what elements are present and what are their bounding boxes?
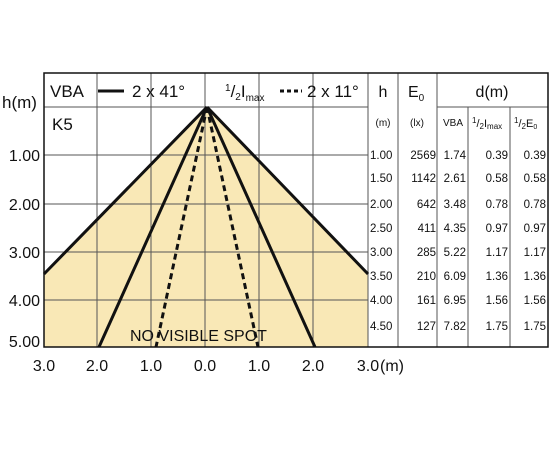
table-cell: 4.50 — [370, 321, 392, 333]
note: NO VISIBLE SPOT — [130, 328, 267, 345]
sub: max — [487, 122, 502, 131]
table-cell: 2.61 — [444, 173, 466, 185]
table-cell: 1.74 — [444, 150, 467, 162]
table-cell: 1.50 — [370, 173, 392, 185]
x-unit: (m) — [380, 358, 404, 375]
table-cell: 0.39 — [524, 150, 546, 162]
table-cell: 6.09 — [444, 271, 466, 283]
x-tick-label: 2.0 — [86, 358, 108, 375]
subheader: (lx) — [410, 118, 424, 129]
table-cell: 161 — [417, 295, 436, 307]
base: I — [484, 118, 487, 130]
table-cell: 0.97 — [486, 223, 508, 235]
model: K5 — [52, 115, 73, 134]
table-cell: 0.39 — [486, 150, 508, 162]
base: I — [241, 82, 246, 101]
table-cell: 0.58 — [524, 173, 546, 185]
sub: max — [246, 93, 265, 104]
dotted-lines — [154, 106, 260, 348]
table-cell: 1.17 — [524, 247, 546, 259]
table-cell: 1.17 — [486, 247, 508, 259]
x-tick-label: 1.0 — [140, 358, 162, 375]
table-cell: 4.00 — [370, 295, 392, 307]
table-cell: 642 — [417, 199, 436, 211]
table-cell: 7.82 — [444, 321, 466, 333]
subheader: 1/2E0 — [514, 116, 537, 131]
table-cell: 210 — [417, 271, 436, 283]
table-cell: 0.78 — [524, 199, 546, 211]
beam-fill — [44, 107, 368, 347]
header: h — [379, 84, 388, 101]
header: E0 — [408, 84, 425, 104]
table-cell: 1.00 — [370, 150, 392, 162]
y-axis-label: h(m) — [2, 93, 37, 112]
table-cell: 6.95 — [444, 295, 466, 307]
frac: 2 — [480, 122, 485, 131]
frac: 1 — [472, 116, 477, 125]
slash: / — [518, 118, 522, 130]
beam-lines — [42, 105, 370, 348]
table-cell: 3.50 — [370, 271, 392, 283]
frac: 2 — [235, 92, 241, 103]
table-cell: 127 — [417, 321, 436, 333]
table-cell: 1.36 — [486, 271, 508, 283]
subheader: (m) — [376, 118, 391, 129]
legend-label: VBA — [50, 82, 85, 101]
table-cell: 5.22 — [444, 247, 466, 259]
table-cell: 4.35 — [444, 223, 466, 235]
table-cell: 411 — [418, 223, 436, 235]
table-cell: 0.78 — [486, 199, 508, 211]
y-tick-label: 3.00 — [9, 245, 40, 262]
table-cell: 3.00 — [370, 247, 392, 259]
frame — [43, 72, 549, 348]
sub: 0 — [419, 93, 425, 104]
table-cell: 3.48 — [444, 199, 466, 211]
header: d(m) — [476, 84, 509, 101]
y-tick-label: 4.00 — [9, 293, 40, 310]
x-tick-label: 3.0 — [357, 358, 379, 375]
slash: / — [476, 118, 480, 130]
subheader: 1/2Imax — [472, 116, 502, 131]
table-cell: 0.58 — [486, 173, 508, 185]
base: E — [526, 118, 533, 130]
frac: 2 — [522, 122, 527, 131]
table-cell: 0.97 — [524, 223, 546, 235]
table-cell: 2569 — [410, 150, 436, 162]
x-tick-label: 2.0 — [302, 358, 324, 375]
table-cell: 1.75 — [486, 321, 508, 333]
frac: 1 — [225, 83, 231, 94]
y-tick-label: 1.00 — [9, 148, 40, 165]
subheader: VBA — [443, 118, 463, 129]
legend-value: 2 x 11° — [307, 82, 359, 101]
table-cell: 285 — [417, 247, 436, 259]
sub: 0 — [533, 124, 537, 131]
legend-value: 2 x 41° — [132, 82, 185, 101]
table-cell: 1.75 — [524, 321, 546, 333]
table-cell: 1.56 — [486, 295, 508, 307]
table-cell: 1.56 — [524, 295, 546, 307]
x-tick-label: 0.0 — [194, 358, 216, 375]
table-cell: 1142 — [411, 173, 436, 185]
x-tick-label: 3.0 — [33, 358, 55, 375]
table-cell: 1.36 — [524, 271, 546, 283]
frac: 1 — [514, 116, 519, 125]
y-tick-label: 2.00 — [9, 197, 40, 214]
base: E — [408, 84, 419, 101]
table-cell: 2.50 — [370, 223, 392, 235]
legend-label: 1/2Imax — [225, 82, 265, 104]
table-cell: 2.00 — [370, 199, 392, 211]
x-tick-label: 1.0 — [248, 358, 270, 375]
slash: / — [231, 82, 236, 101]
y-tick-label: 5.00 — [9, 334, 40, 351]
